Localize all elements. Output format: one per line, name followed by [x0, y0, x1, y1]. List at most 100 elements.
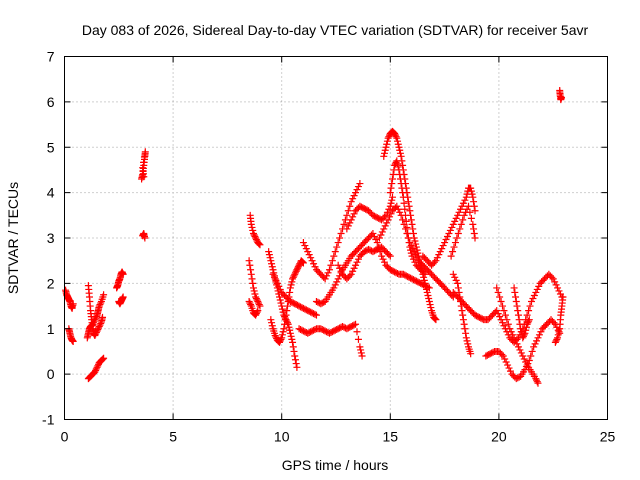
- data-point: [290, 272, 298, 280]
- data-point: [350, 192, 358, 200]
- series-track-ff: [556, 87, 565, 104]
- data-point: [249, 229, 257, 237]
- data-point: [276, 296, 284, 304]
- data-point: [435, 251, 443, 259]
- y-tick-label: 7: [47, 49, 55, 65]
- series-track-k: [245, 257, 264, 310]
- data-point: [500, 307, 508, 315]
- data-point: [528, 347, 536, 355]
- data-point: [387, 210, 395, 218]
- data-point: [452, 276, 460, 284]
- data-point: [69, 300, 77, 308]
- data-point: [271, 275, 279, 283]
- data-point: [95, 302, 103, 310]
- series-track-h: [138, 148, 149, 183]
- data-point: [99, 313, 107, 321]
- data-point: [439, 242, 447, 250]
- data-point: [534, 334, 542, 342]
- data-point: [426, 301, 434, 309]
- data-point: [344, 207, 352, 215]
- data-point: [470, 225, 478, 233]
- chart-title: Day 083 of 2026, Sidereal Day-to-day VTE…: [82, 22, 589, 38]
- data-point: [424, 291, 432, 299]
- data-point: [493, 307, 501, 315]
- data-point: [400, 199, 408, 207]
- data-point: [451, 217, 459, 225]
- data-point: [289, 273, 297, 281]
- data-point: [447, 252, 455, 260]
- x-tick-label: 15: [383, 429, 399, 445]
- data-point: [346, 202, 354, 210]
- data-point: [375, 234, 383, 242]
- data-point: [324, 269, 332, 277]
- data-point: [308, 257, 316, 265]
- data-point: [289, 343, 297, 351]
- y-tick-label: 2: [47, 275, 55, 291]
- data-point: [397, 211, 405, 219]
- data-point: [301, 242, 309, 250]
- data-point: [96, 301, 104, 309]
- data-point: [462, 334, 470, 342]
- data-point: [523, 320, 531, 328]
- data-point: [334, 239, 342, 247]
- data-point: [347, 198, 355, 206]
- data-point: [520, 355, 528, 363]
- data-point: [350, 264, 358, 272]
- data-point: [525, 357, 533, 365]
- data-point: [385, 251, 393, 259]
- series-track-aa: [449, 270, 566, 346]
- data-point: [299, 259, 307, 267]
- series-track-x: [419, 184, 479, 269]
- data-point: [119, 293, 127, 301]
- data-point: [94, 326, 102, 334]
- data-point: [394, 137, 402, 145]
- data-point: [529, 295, 537, 302]
- data-point: [467, 350, 475, 358]
- data-point: [388, 175, 396, 183]
- data-point: [92, 314, 100, 322]
- y-tick-label: -1: [42, 412, 55, 428]
- data-point: [461, 196, 469, 204]
- data-point: [400, 220, 408, 228]
- data-point: [527, 352, 535, 360]
- data-point: [92, 329, 100, 337]
- data-point: [446, 226, 454, 234]
- series-track-cc: [493, 284, 542, 387]
- data-point: [460, 320, 468, 328]
- data-point: [344, 222, 352, 230]
- data-point: [249, 226, 257, 234]
- data-point: [554, 334, 562, 342]
- y-tick-label: 1: [47, 321, 55, 337]
- data-point: [92, 330, 100, 338]
- data-point: [396, 170, 404, 178]
- data-point: [498, 350, 506, 358]
- data-point: [283, 302, 291, 310]
- data-point: [350, 210, 358, 218]
- data-point: [268, 263, 276, 271]
- y-tick-label: 0: [47, 366, 55, 382]
- data-point: [420, 269, 428, 277]
- data-marks: [62, 87, 567, 387]
- data-point: [451, 273, 459, 281]
- data-point: [504, 320, 512, 328]
- data-point: [388, 193, 396, 201]
- data-point: [514, 311, 522, 319]
- data-point: [512, 298, 520, 306]
- data-point: [246, 299, 254, 307]
- series-track-g: [115, 293, 127, 308]
- data-point: [248, 275, 256, 283]
- data-point: [515, 316, 523, 324]
- data-point: [517, 349, 525, 357]
- data-point: [506, 367, 514, 375]
- data-point: [493, 284, 501, 292]
- data-point: [354, 255, 362, 263]
- series-track-b: [65, 325, 77, 345]
- series-track-n: [267, 257, 307, 346]
- data-point: [69, 337, 77, 345]
- data-point: [499, 302, 507, 310]
- data-point: [286, 329, 294, 337]
- data-point: [291, 270, 299, 278]
- data-point: [293, 363, 301, 371]
- data-point: [267, 257, 275, 265]
- data-point: [330, 284, 338, 292]
